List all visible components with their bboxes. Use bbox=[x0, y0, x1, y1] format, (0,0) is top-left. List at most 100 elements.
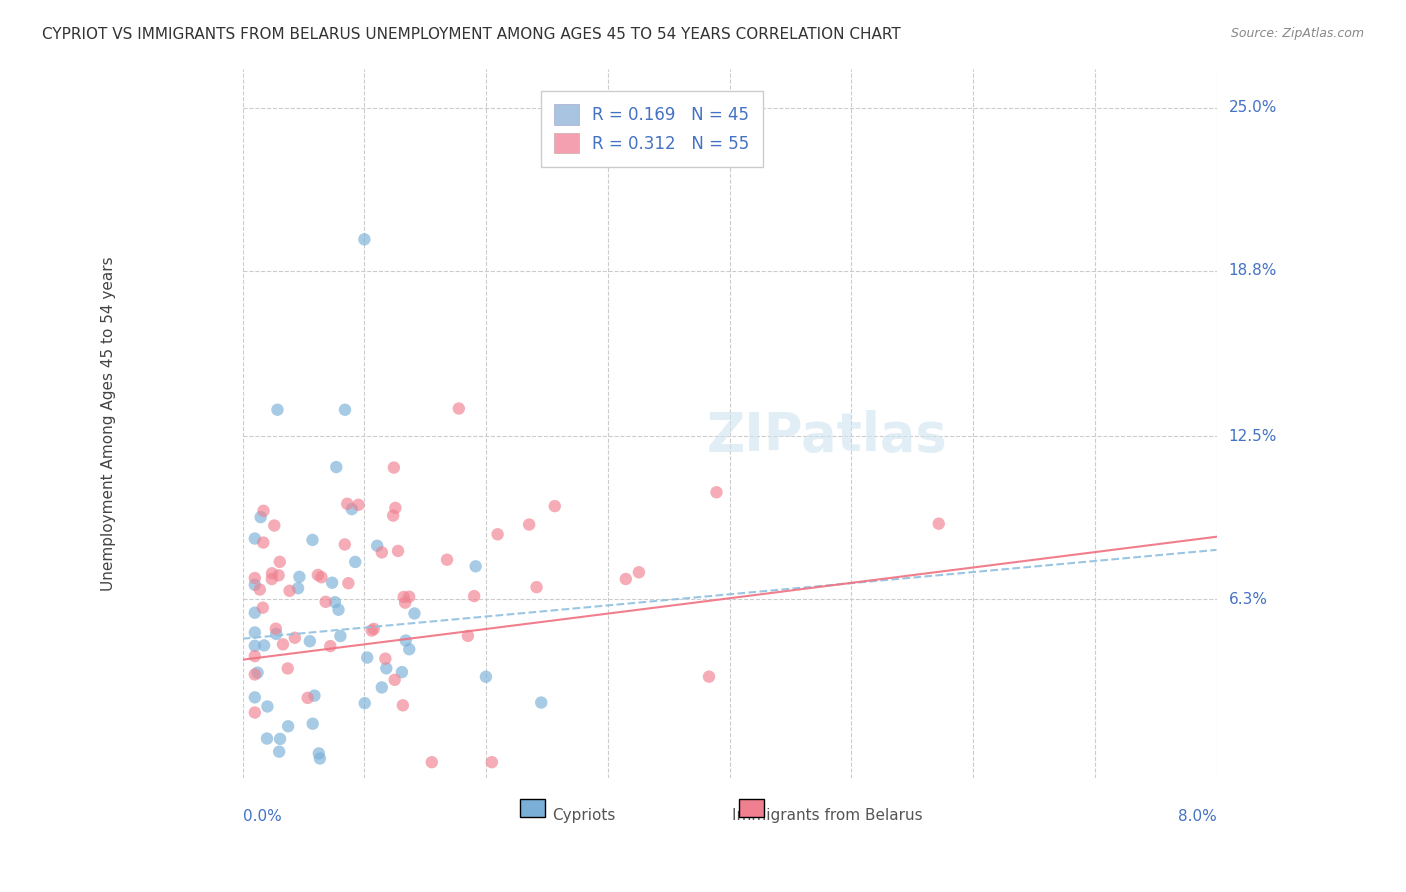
Point bbox=[329, 629, 352, 643]
Point bbox=[260, 572, 283, 586]
Point bbox=[288, 570, 311, 584]
Point bbox=[382, 508, 405, 523]
Point bbox=[328, 603, 350, 617]
Point bbox=[278, 583, 301, 598]
Point bbox=[530, 696, 553, 710]
Point bbox=[366, 539, 388, 553]
Point bbox=[323, 595, 346, 609]
Point bbox=[614, 572, 637, 586]
Point bbox=[486, 527, 509, 541]
Point bbox=[344, 555, 367, 569]
Point bbox=[243, 706, 266, 720]
Text: 12.5%: 12.5% bbox=[1229, 429, 1277, 444]
Point bbox=[526, 580, 548, 594]
Point bbox=[271, 637, 294, 651]
Point bbox=[308, 747, 330, 761]
Point bbox=[481, 755, 503, 769]
Text: Immigrants from Belarus: Immigrants from Belarus bbox=[731, 808, 922, 822]
Point bbox=[243, 606, 266, 620]
Text: CYPRIOT VS IMMIGRANTS FROM BELARUS UNEMPLOYMENT AMONG AGES 45 TO 54 YEARS CORREL: CYPRIOT VS IMMIGRANTS FROM BELARUS UNEMP… bbox=[42, 27, 901, 42]
Text: 8.0%: 8.0% bbox=[1178, 809, 1216, 824]
Point bbox=[398, 642, 420, 657]
Point bbox=[243, 639, 266, 653]
Point bbox=[243, 532, 266, 546]
Point bbox=[249, 510, 271, 524]
Legend: R = 0.169   N = 45, R = 0.312   N = 55: R = 0.169 N = 45, R = 0.312 N = 55 bbox=[540, 91, 763, 167]
Point bbox=[269, 555, 291, 569]
Point bbox=[269, 731, 291, 746]
Point bbox=[315, 595, 337, 609]
Point bbox=[253, 639, 276, 653]
Text: ZIPatlas: ZIPatlas bbox=[707, 410, 948, 462]
Point bbox=[243, 667, 266, 681]
Point bbox=[356, 650, 378, 665]
Point bbox=[347, 498, 370, 512]
Point bbox=[243, 690, 266, 705]
Point bbox=[298, 634, 321, 648]
Point bbox=[266, 402, 288, 417]
Point bbox=[371, 545, 394, 559]
Point bbox=[928, 516, 950, 531]
Point bbox=[287, 581, 309, 595]
Point bbox=[392, 698, 415, 713]
Point bbox=[398, 590, 420, 604]
Point bbox=[301, 716, 323, 731]
Point bbox=[301, 533, 323, 547]
Point bbox=[277, 719, 299, 733]
Point bbox=[319, 639, 342, 653]
Point bbox=[392, 590, 415, 604]
Point bbox=[249, 582, 271, 597]
Point bbox=[374, 651, 396, 665]
Text: Cypriots: Cypriots bbox=[551, 808, 616, 822]
Point bbox=[243, 625, 266, 640]
Point bbox=[353, 696, 375, 710]
Point bbox=[363, 622, 385, 636]
Point bbox=[260, 566, 283, 581]
Point bbox=[387, 544, 409, 558]
Text: Unemployment Among Ages 45 to 54 years: Unemployment Among Ages 45 to 54 years bbox=[101, 256, 117, 591]
Point bbox=[463, 589, 485, 603]
Point bbox=[325, 460, 347, 475]
Text: 0.0%: 0.0% bbox=[243, 809, 281, 824]
Point bbox=[706, 485, 728, 500]
Point bbox=[375, 661, 398, 675]
FancyBboxPatch shape bbox=[740, 799, 763, 817]
Point bbox=[321, 575, 343, 590]
Point bbox=[394, 596, 416, 610]
Text: 25.0%: 25.0% bbox=[1229, 101, 1277, 115]
Point bbox=[436, 552, 458, 566]
Point bbox=[391, 665, 413, 679]
Point bbox=[627, 566, 650, 580]
Point bbox=[340, 502, 363, 516]
Point bbox=[269, 745, 291, 759]
Point bbox=[264, 622, 287, 636]
Point bbox=[277, 661, 299, 675]
Point bbox=[256, 699, 278, 714]
Point bbox=[404, 607, 426, 621]
Text: 6.3%: 6.3% bbox=[1229, 591, 1268, 607]
Point bbox=[464, 559, 486, 574]
Point bbox=[544, 499, 567, 513]
Point bbox=[420, 755, 443, 769]
Point bbox=[697, 670, 720, 684]
Point bbox=[447, 401, 470, 416]
Point bbox=[243, 571, 266, 585]
Point bbox=[395, 633, 418, 648]
Point bbox=[297, 690, 319, 705]
Point bbox=[252, 600, 274, 615]
Point bbox=[333, 537, 356, 551]
Point bbox=[475, 670, 498, 684]
Point bbox=[243, 578, 266, 592]
Point bbox=[252, 535, 274, 549]
Point bbox=[384, 673, 406, 687]
Point bbox=[517, 517, 540, 532]
Point bbox=[309, 751, 332, 765]
Point bbox=[246, 665, 269, 680]
Point bbox=[336, 497, 359, 511]
Point bbox=[353, 232, 375, 246]
Point bbox=[284, 631, 307, 645]
Point bbox=[457, 629, 479, 643]
Point bbox=[256, 731, 278, 746]
Point bbox=[307, 568, 329, 582]
Text: Source: ZipAtlas.com: Source: ZipAtlas.com bbox=[1230, 27, 1364, 40]
